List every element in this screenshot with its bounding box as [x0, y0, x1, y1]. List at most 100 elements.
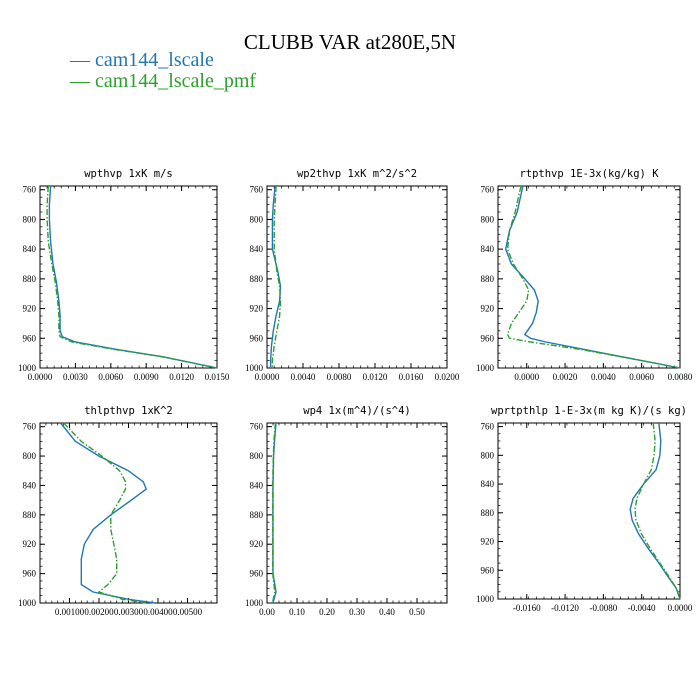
panel-6-ytick-label-2: 840 [481, 479, 495, 489]
panel-5-ytick-label-1: 800 [250, 451, 264, 461]
panel-1-xtick-label-3: 0.0090 [134, 372, 159, 382]
panel-1-xtick-label-5: 0.0150 [205, 372, 230, 382]
panel-2-ytick-label-5: 960 [250, 333, 264, 343]
panel-4-series-cam144-lscale [60, 422, 156, 604]
panel-2-ytick-label-2: 840 [250, 244, 264, 254]
panel-5-ytick-label-5: 960 [250, 569, 264, 579]
panel-2-ytick-label-4: 920 [250, 304, 264, 314]
panel-1-ytick-label-3: 880 [23, 274, 37, 284]
panel-4-ytick-label-0: 760 [23, 422, 37, 432]
panel-2-ytick-label-6: 1000 [245, 363, 264, 373]
panel-6-xtick-label-1: -0.0120 [551, 603, 579, 613]
panel-6-ytick-label-1: 800 [481, 450, 495, 460]
panel-5-ytick-label-4: 920 [250, 539, 264, 549]
panel-2-xtick-label-5: 0.0200 [435, 372, 460, 382]
panel-2-xtick-label-3: 0.0120 [363, 372, 388, 382]
panel-4-ytick-label-5: 960 [23, 569, 37, 579]
panel-3-series-cam144-lscale [504, 185, 681, 369]
panel-5-xtick-label-3: 0.30 [349, 607, 365, 617]
panel-5-frame [266, 422, 448, 604]
panel-4-xtick-label-2: 0.00300 [114, 607, 144, 617]
panel-3-ytick-label-0: 760 [481, 185, 495, 195]
panel-4-xtick-label-0: 0.00100 [55, 607, 85, 617]
panel-1-series-cam144-lscale-pmf [46, 185, 218, 369]
panel-4-ytick-label-1: 800 [23, 451, 37, 461]
panel-6-xtick-label-0: -0.0160 [513, 603, 541, 613]
panel-4-ytick-label-4: 920 [23, 539, 37, 549]
panel-2-xtick-label-0: 0.0000 [255, 372, 280, 382]
panel-2-ytick-label-0: 760 [250, 185, 264, 195]
panel-6-series-cam144-lscale [629, 422, 681, 600]
panel-6-xtick-label-4: 0.0000 [668, 603, 693, 613]
panel-6-ytick-label-5: 960 [481, 565, 495, 575]
panel-3-ytick-label-4: 920 [481, 304, 495, 314]
panel-1-series-cam144-lscale [48, 185, 218, 369]
panel-4-ytick-label-3: 880 [23, 510, 37, 520]
panel-6-ytick-label-3: 880 [481, 508, 495, 518]
panel-6-ytick-label-6: 1000 [476, 594, 495, 604]
panel-5-series-cam144-lscale-pmf [271, 422, 277, 604]
panel-5-xtick-label-1: 0.10 [289, 607, 305, 617]
panel-5-xtick-label-4: 0.40 [379, 607, 395, 617]
panel-1-title: wpthvp 1xK m/s [84, 168, 173, 180]
panel-4-frame [39, 422, 218, 604]
panel-3-ytick-label-2: 840 [481, 244, 495, 254]
panel-4-xtick-label-1: 0.00200 [84, 607, 114, 617]
panel-3-xtick-label-4: 0.0080 [668, 372, 693, 382]
panel-3-ytick-label-3: 880 [481, 274, 495, 284]
panel-1-ytick-label-4: 920 [23, 304, 37, 314]
panel-6-title: wprtpthlp 1-E-3x(m kg K)/(s kg) [491, 405, 687, 417]
panel-6-series-cam144-lscale-pmf [634, 422, 681, 600]
panel-1-ytick-label-0: 760 [23, 185, 37, 195]
panel-3-frame [497, 185, 681, 369]
panel-1-xtick-label-2: 0.0060 [98, 372, 123, 382]
panel-2-series-cam144-lscale [269, 185, 282, 368]
panel-2-frame [266, 185, 448, 369]
panel-4-xtick-label-4: 0.00500 [173, 607, 203, 617]
panel-6-frame [497, 422, 681, 600]
panel-4-series-cam144-lscale-pmf [63, 422, 147, 604]
panel-1-xtick-label-4: 0.0120 [169, 372, 194, 382]
figure-title: CLUBB VAR at280E,5N [243, 30, 457, 54]
panel-6-ytick-label-4: 920 [481, 537, 495, 547]
panel-2-xtick-label-1: 0.0040 [291, 372, 316, 382]
panel-1-ytick-label-2: 840 [23, 244, 37, 254]
panel-3-title: rtpthvp 1E-3x(kg/kg) K [519, 168, 659, 180]
panel-4-ytick-label-6: 1000 [18, 598, 37, 608]
panel-3-xtick-label-2: 0.0040 [591, 372, 616, 382]
panel-2-xtick-label-4: 0.0160 [399, 372, 424, 382]
panel-4-xtick-label-3: 0.00400 [143, 607, 173, 617]
panel-6-xtick-label-2: -0.0080 [589, 603, 617, 613]
panel-2-ytick-label-3: 880 [250, 274, 264, 284]
panel-2-series-cam144-lscale-pmf [271, 185, 282, 368]
legend-entry-2: — cam144_lscale_pmf [70, 70, 257, 92]
panel-1-ytick-label-1: 800 [23, 214, 37, 224]
panel-6-xtick-label-3: -0.0040 [628, 603, 656, 613]
panel-1-xtick-label-1: 0.0030 [63, 372, 88, 382]
panel-3-ytick-label-6: 1000 [476, 363, 495, 373]
panel-5-ytick-label-2: 840 [250, 480, 264, 490]
legend-label-2: cam144_lscale_pmf [95, 70, 257, 92]
panel-3-xtick-label-1: 0.0020 [553, 372, 578, 382]
panel-5-xtick-label-0: 0.00 [259, 607, 275, 617]
panel-1-frame [39, 185, 218, 369]
panel-4-title: thlpthvp 1xK^2 [84, 405, 173, 417]
panel-5-ytick-label-3: 880 [250, 510, 264, 520]
panel-5-title: wp4 1x(m^4)/(s^4) [303, 405, 410, 417]
panel-5-xtick-label-5: 0.50 [409, 607, 425, 617]
panel-2-title: wp2thvp 1xK m^2/s^2 [297, 168, 417, 180]
legend-label-1: cam144_lscale [95, 49, 214, 71]
panel-2-ytick-label-1: 800 [250, 214, 264, 224]
panel-5-xtick-label-2: 0.20 [319, 607, 335, 617]
panel-1-ytick-label-6: 1000 [18, 363, 37, 373]
panel-1-ytick-label-5: 960 [23, 333, 37, 343]
legend-entry-1: — cam144_lscale [70, 49, 214, 71]
panel-6-ytick-label-0: 760 [481, 422, 495, 432]
panel-3-ytick-label-1: 800 [481, 214, 495, 224]
panel-5-ytick-label-6: 1000 [245, 598, 264, 608]
panel-3-series-cam144-lscale-pmf [506, 185, 681, 369]
panel-5-ytick-label-0: 760 [250, 422, 264, 432]
panel-3-xtick-label-3: 0.0060 [629, 372, 654, 382]
panel-1-xtick-label-0: 0.0000 [28, 372, 53, 382]
